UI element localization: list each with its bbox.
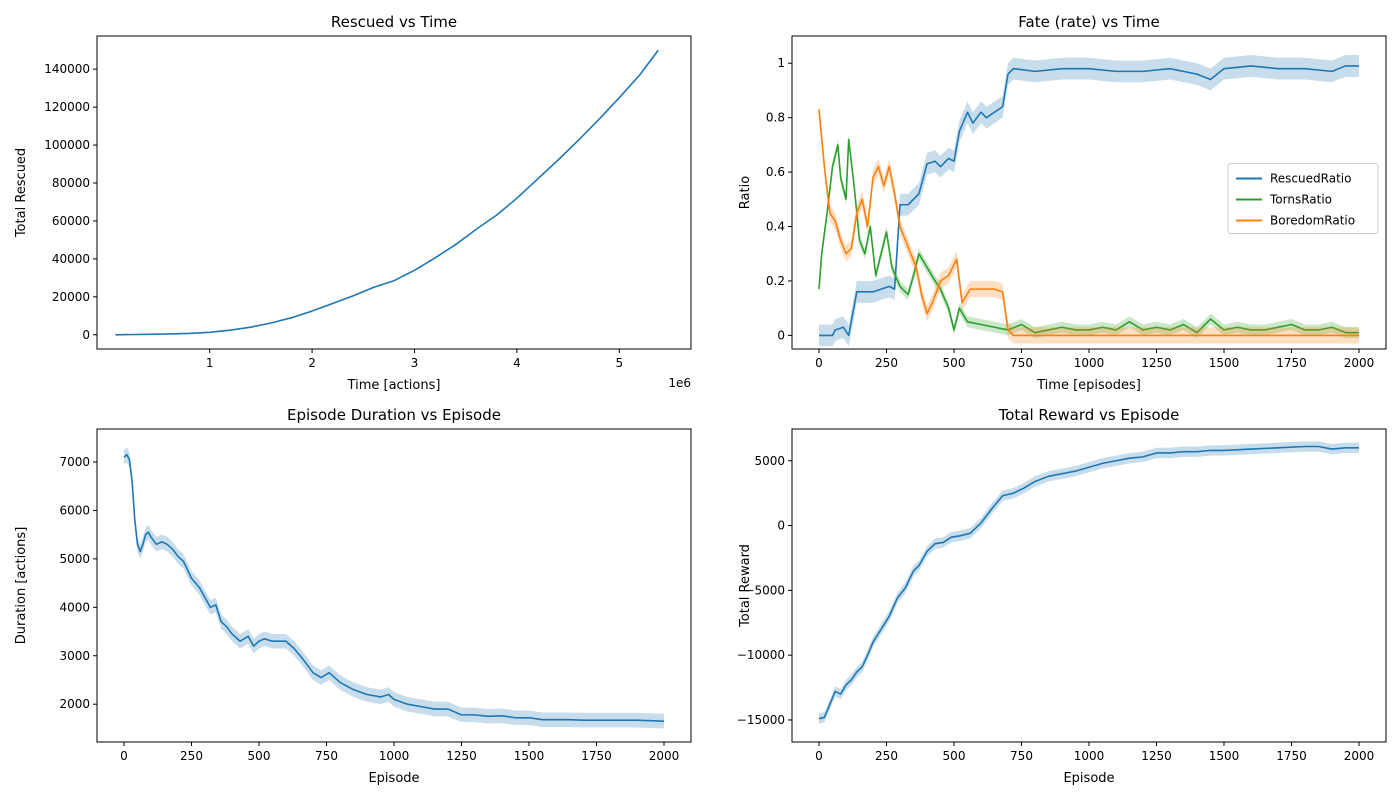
y-tick-label: 120000 <box>44 100 90 114</box>
legend-entry: BoredomRatio <box>1270 214 1355 228</box>
plot-data <box>818 55 1359 347</box>
x-tick-label: 1750 <box>581 749 612 763</box>
y-tick-label: 60000 <box>52 214 90 228</box>
plot-data <box>818 441 1359 724</box>
y-tick-label: 0 <box>777 519 785 533</box>
plot-data <box>123 447 665 729</box>
series-line-3 <box>818 109 1359 337</box>
x-tick-label: 3 <box>411 356 419 370</box>
x-tick-label: 1250 <box>446 749 477 763</box>
x-tick-label: 1 <box>206 356 214 370</box>
x-tick-label: 1000 <box>379 749 410 763</box>
series-line-1 <box>819 65 1359 337</box>
x-tick-label: 750 <box>1010 749 1033 763</box>
chart-title: Rescued vs Time <box>331 13 457 31</box>
plot-data <box>115 49 659 336</box>
x-axis-label: Episode <box>368 771 419 786</box>
x-tick-label: 1500 <box>514 749 545 763</box>
y-tick-label: 0 <box>777 328 785 342</box>
legend-box <box>1227 163 1379 234</box>
x-axis-label: Time [episodes] <box>1036 378 1141 393</box>
y-tick-label: 6000 <box>59 503 90 517</box>
x-axis-label: Episode <box>1063 771 1114 786</box>
x-tick-label: 1500 <box>1209 749 1240 763</box>
y-axis-label: Duration [actions] <box>14 527 29 645</box>
x-tick-label: 2 <box>308 356 316 370</box>
x-tick-label: 250 <box>180 749 203 763</box>
x-tick-label: 500 <box>248 749 271 763</box>
y-axis-label: Total Rescued <box>14 148 29 238</box>
x-tick-label: 5 <box>615 356 623 370</box>
x-tick-label: 0 <box>120 749 128 763</box>
y-tick-label: 100000 <box>44 138 90 152</box>
y-tick-label: 5000 <box>59 552 90 566</box>
x-tick-label: 0 <box>815 356 823 370</box>
axes-frame <box>96 35 692 350</box>
y-tick-label: 7000 <box>59 455 90 469</box>
chart-panel-3: 0 250 500 750 1000 1250 1500 1750 2000 2000 3000 40… <box>14 406 692 786</box>
y-tick-label: 80000 <box>52 176 90 190</box>
x-tick-label: 250 <box>875 356 898 370</box>
x-tick-label: 4 <box>513 356 521 370</box>
chart-title: Episode Duration vs Episode <box>287 406 501 424</box>
x-tick-label: 1250 <box>1141 749 1172 763</box>
y-tick-label: 4000 <box>59 600 90 614</box>
x-tick-label: 1250 <box>1141 356 1172 370</box>
series-line-2 <box>818 138 1359 334</box>
series-line-1 <box>818 445 1359 720</box>
y-tick-label: −15000 <box>737 713 785 727</box>
y-tick-label: 1 <box>777 56 785 70</box>
x-offset-label: 1e6 <box>668 376 691 390</box>
x-axis-label: Time [actions] <box>347 378 441 393</box>
x-tick-label: 1750 <box>1276 356 1307 370</box>
chart-title: Fate (rate) vs Time <box>1018 13 1159 31</box>
chart-panel-4: 0 250 500 750 1000 1250 1500 1750 2000 −15000 −100… <box>737 406 1387 786</box>
legend-entry: TornsRatio <box>1269 193 1332 207</box>
legend-entry: RescuedRatio <box>1270 172 1351 186</box>
x-tick-label: 2000 <box>1344 749 1375 763</box>
x-tick-label: 750 <box>315 749 338 763</box>
x-tick-label: 500 <box>943 356 966 370</box>
y-tick-label: 3000 <box>59 649 90 663</box>
y-tick-label: 0 <box>82 328 90 342</box>
x-tick-label: 0 <box>815 749 823 763</box>
y-tick-label: 0.8 <box>766 111 785 125</box>
y-tick-label: 2000 <box>59 697 90 711</box>
x-tick-label: 500 <box>943 749 966 763</box>
x-tick-label: 750 <box>1010 356 1033 370</box>
x-tick-label: 250 <box>875 749 898 763</box>
x-tick-label: 1000 <box>1074 749 1105 763</box>
y-tick-label: 140000 <box>44 62 90 76</box>
legend: RescuedRatio TornsRatio BoredomRatio <box>1227 163 1379 234</box>
series-line-1 <box>115 49 659 336</box>
chart-panel-1: 1 2 3 4 5 0 20000 40000 60000 80000 100000 120000 14… <box>14 13 692 393</box>
y-tick-label: −5000 <box>744 583 785 597</box>
y-tick-label: 0.6 <box>766 165 785 179</box>
x-tick-label: 1000 <box>1074 356 1105 370</box>
x-tick-label: 1500 <box>1209 356 1240 370</box>
y-tick-label: 0.4 <box>766 220 785 234</box>
y-tick-label: −10000 <box>737 648 785 662</box>
series-line-1 <box>123 453 665 722</box>
x-tick-label: 1750 <box>1276 749 1307 763</box>
x-tick-label: 2000 <box>1344 356 1375 370</box>
y-axis-label: Ratio <box>738 176 753 209</box>
y-tick-label: 5000 <box>754 454 785 468</box>
x-tick-label: 2000 <box>649 749 680 763</box>
y-tick-label: 20000 <box>52 290 90 304</box>
y-axis-label: Total Reward <box>738 544 753 628</box>
chart-panel-2: 0 250 500 750 1000 1250 1500 1750 2000 0 0.2 0.4 0.6… <box>738 13 1387 393</box>
y-tick-label: 40000 <box>52 252 90 266</box>
chart-title: Total Reward vs Episode <box>998 406 1180 424</box>
y-tick-label: 0.2 <box>766 274 785 288</box>
